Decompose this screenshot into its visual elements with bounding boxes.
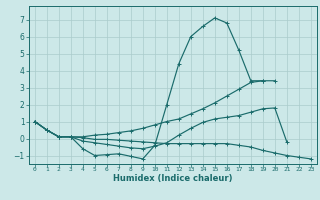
X-axis label: Humidex (Indice chaleur): Humidex (Indice chaleur) [113,174,233,183]
